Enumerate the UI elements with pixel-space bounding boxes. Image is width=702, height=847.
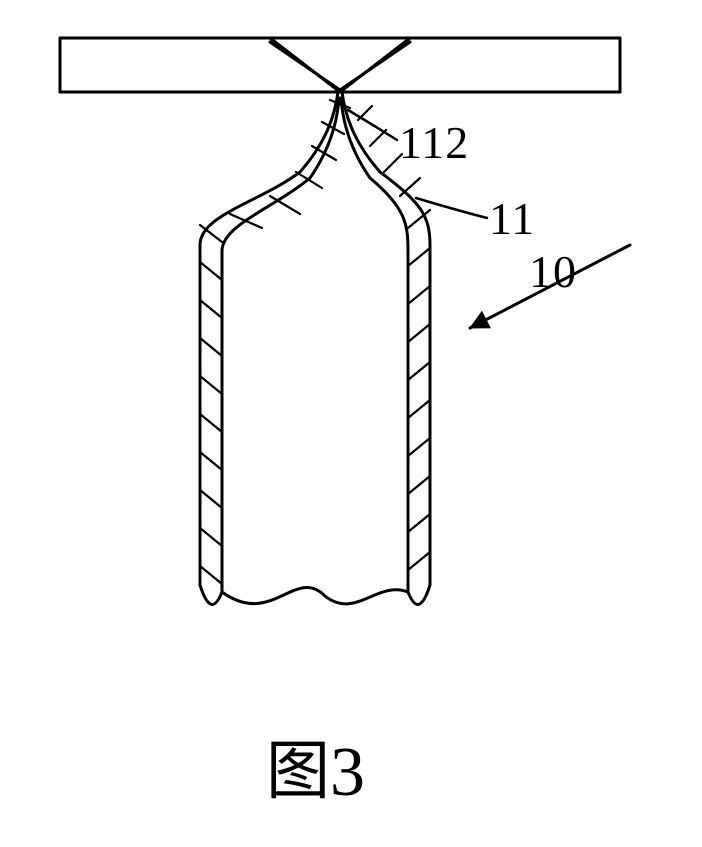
label-11: 11 xyxy=(489,192,535,245)
caption-number: 3 xyxy=(330,734,365,811)
caption-prefix: 图 xyxy=(266,736,330,807)
figure-canvas: { "figure": { "type": "diagram", "canvas… xyxy=(0,0,702,847)
label-10: 10 xyxy=(529,245,577,298)
figure-caption: 图3 xyxy=(266,720,365,813)
label-112: 112 xyxy=(399,116,469,169)
